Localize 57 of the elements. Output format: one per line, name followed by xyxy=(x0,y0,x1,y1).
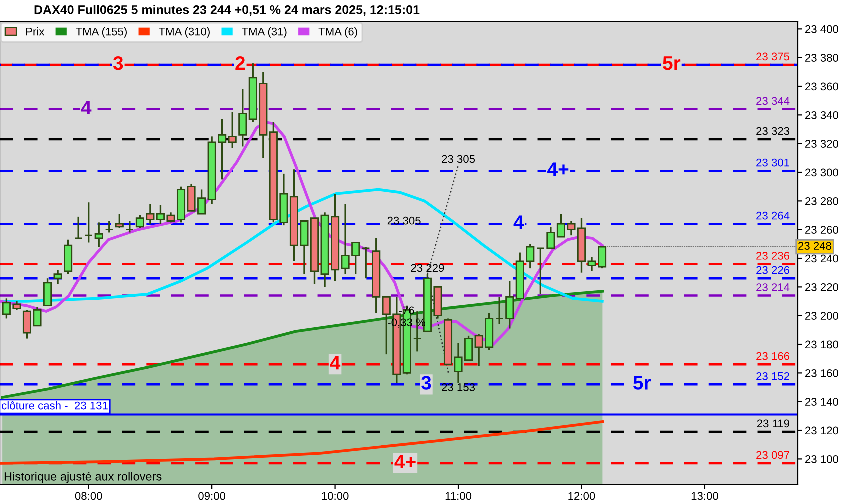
ref-line-label: 23 119 xyxy=(757,420,790,428)
y-tick-label: 23 220 xyxy=(806,283,838,292)
y-tick-label: 23 260 xyxy=(806,226,838,234)
y-tick-label: 23 240 xyxy=(806,254,838,263)
x-tick-label: 11:00 xyxy=(446,492,472,500)
y-tick-label: 23 400 xyxy=(806,25,838,34)
legend-label: TMA (31) xyxy=(242,28,287,38)
y-tick-label: 23 120 xyxy=(806,426,838,435)
ref-line-label: 23 214 xyxy=(756,284,790,292)
ref-line-label: 23 344 xyxy=(756,97,790,106)
y-tick-label: 23 320 xyxy=(806,140,838,148)
x-tick-label: 12:00 xyxy=(568,492,596,500)
ref-line-label: 23 375 xyxy=(756,52,790,61)
annotation: 4 xyxy=(514,216,524,230)
chart-title: DAX40 Full0625 5 minutes 23 244 +0,51 % 24 mars 2025, 12:15:01 xyxy=(34,5,420,16)
legend-label: TMA (155) xyxy=(76,28,127,38)
ref-line-label: 23 323 xyxy=(756,127,790,136)
annotation: 23 248 xyxy=(798,242,832,250)
ref-line-label: 23 097 xyxy=(756,451,790,460)
y-tick-label: 23 100 xyxy=(806,455,838,464)
legend-label: Prix xyxy=(26,28,45,36)
annotation: 3 xyxy=(422,376,432,390)
annotation: Historique ajusté aux rollovers xyxy=(4,472,162,484)
legend-label: TMA (310) xyxy=(159,28,210,38)
annotation: 3 xyxy=(113,56,124,70)
annotation: 23 229 xyxy=(411,264,444,272)
ref-line-label: clôture cash - 23 131 xyxy=(2,402,108,410)
y-tick-label: 23 140 xyxy=(806,398,838,406)
ref-line-label: 23 166 xyxy=(756,352,790,360)
y-tick-label: 23 280 xyxy=(806,197,838,206)
ref-line-label: 23 226 xyxy=(756,266,790,274)
x-tick-label: 09:00 xyxy=(198,492,226,500)
y-tick-label: 23 180 xyxy=(806,340,838,349)
annotation: 4+ xyxy=(394,455,416,469)
annotation: 23 153 xyxy=(442,384,476,392)
y-tick-label: 23 160 xyxy=(806,369,838,378)
annotation: 4 xyxy=(81,101,92,114)
x-tick-label: 08:00 xyxy=(75,492,102,500)
y-tick-label: 23 300 xyxy=(806,168,838,177)
y-tick-label: 23 340 xyxy=(806,111,838,120)
annotation: 5r xyxy=(663,56,681,70)
y-tick-label: 23 360 xyxy=(806,82,838,91)
annotation: 23 305 xyxy=(388,216,421,225)
x-tick-label: 13:00 xyxy=(692,492,718,500)
legend-label: TMA (6) xyxy=(318,28,358,38)
ref-line-label: 23 264 xyxy=(756,212,790,220)
annotation: 4 xyxy=(330,356,341,370)
annotation: 4+ xyxy=(548,162,569,176)
ref-line-label: 23 152 xyxy=(756,372,790,380)
annotation: 2 xyxy=(236,56,246,70)
annotation: 23 305 xyxy=(442,155,476,164)
y-tick-label: 23 200 xyxy=(806,312,838,320)
annotation: 5r xyxy=(634,376,652,390)
y-tick-label: 23 380 xyxy=(806,54,838,62)
x-tick-label: 10:00 xyxy=(322,492,349,500)
ref-line-label: 23 236 xyxy=(756,252,790,260)
ref-line-label: 23 301 xyxy=(756,158,790,167)
